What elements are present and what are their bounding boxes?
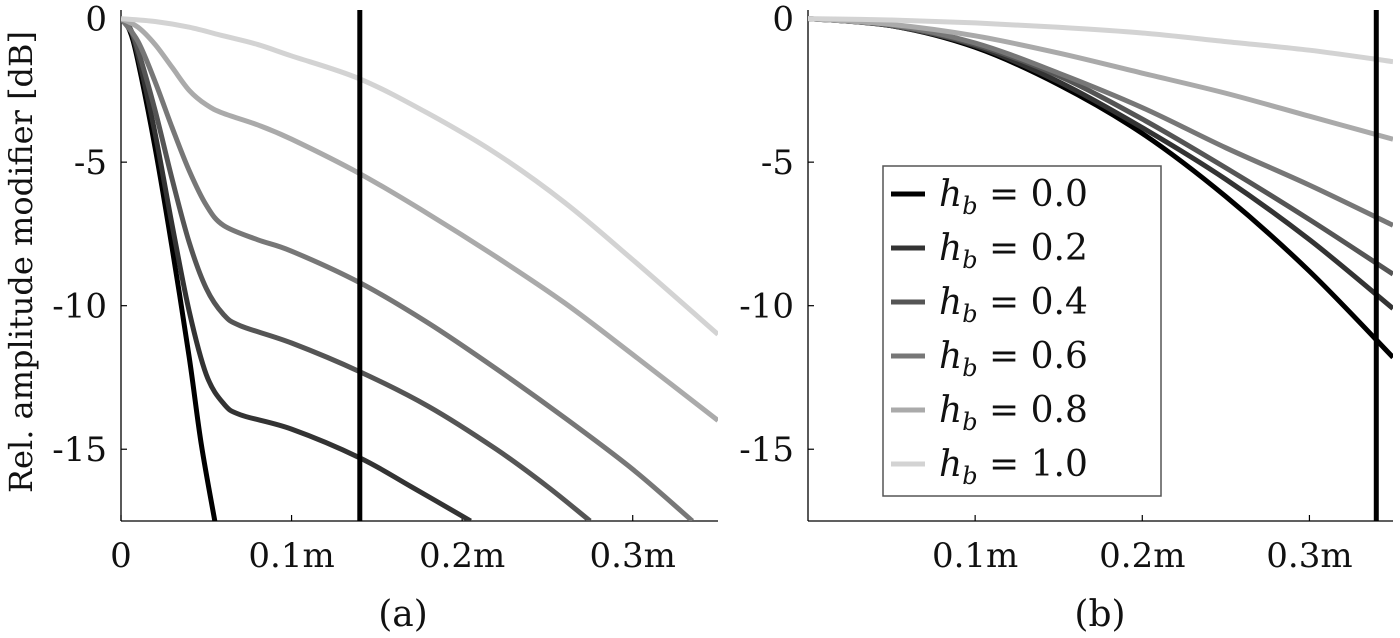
y-tick-label: -10 [52,287,107,327]
legend-box [882,165,1162,497]
x-tick-label: 0 [110,536,132,576]
x-tick-label: 0.3m [1266,536,1352,576]
y-tick-label: -10 [739,287,794,327]
caption-b: (b) [1074,594,1125,635]
y-tick-label: 0 [85,0,107,40]
y-axis-label: Rel. amplitude modifier [dB] [2,31,40,493]
legend: hb = 0.0 hb = 0.2 hb = 0.4 hb = 0.6 hb = 0.8… [882,165,1162,497]
legend-entry: hb = 0.0 [939,174,1088,220]
legend-entry: hb = 0.4 [939,282,1088,328]
y-tick-label: -5 [761,143,794,183]
legend-entry: hb = 1.0 [939,444,1088,490]
y-tick-label: -15 [52,430,107,470]
series-line-5 [121,16,718,337]
x-tick-label: 0.3m [590,536,676,576]
caption-a: (a) [378,594,428,635]
series-line-3 [121,17,695,521]
legend-entry: hb = 0.6 [939,336,1088,382]
series-group [121,16,718,521]
x-tick-label: 0.2m [1099,536,1185,576]
legend-entry: hb = 0.8 [939,390,1088,436]
x-tick-label: 0.2m [419,536,505,576]
panel-a: 0 -5 -10 -15 0 0.1m 0.2m 0.3m [52,0,718,576]
series-group [808,16,1393,360]
y-tick-label: 0 [772,0,794,40]
series-line-2 [121,16,592,521]
x-tick-label: 0.1m [248,536,334,576]
x-tick-label: 0.1m [932,536,1018,576]
series-line-4 [808,16,1393,142]
legend-entry: hb = 0.2 [939,228,1088,274]
y-tick-label: -5 [74,143,107,183]
y-tick-label: -15 [739,430,794,470]
series-line-5 [808,16,1393,65]
series-line-4 [121,16,718,423]
